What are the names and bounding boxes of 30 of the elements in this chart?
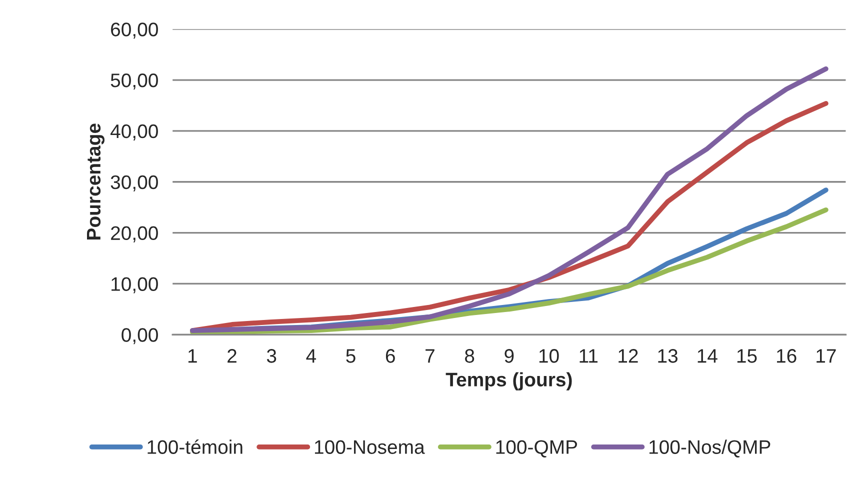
x-tick-label: 11 bbox=[580, 349, 598, 363]
x-tick-label: 1 bbox=[188, 349, 197, 363]
legend-label: 100-témoin bbox=[148, 439, 242, 454]
legend-label: 100-QMP bbox=[496, 440, 578, 458]
x-tick-label: 5 bbox=[346, 349, 356, 363]
y-tick-label: 40,00 bbox=[110, 124, 158, 140]
x-tick-label: 10 bbox=[539, 349, 559, 363]
y-tick-label: 50,00 bbox=[110, 73, 158, 90]
x-tick-label: 4 bbox=[306, 349, 316, 363]
x-tick-label: 14 bbox=[698, 349, 718, 363]
y-axis-title: Pourcentage bbox=[87, 124, 104, 240]
y-tick-label: 20,00 bbox=[111, 226, 158, 242]
x-tick-label: 16 bbox=[777, 349, 796, 363]
x-tick-label: 12 bbox=[618, 349, 638, 363]
legend-label: 100-Nosema bbox=[314, 440, 425, 454]
y-tick-label: 10,00 bbox=[112, 277, 158, 294]
x-tick-label: 9 bbox=[504, 349, 514, 363]
x-axis-title: Temps (jours) bbox=[446, 372, 572, 390]
x-tick-label: 7 bbox=[426, 349, 434, 363]
y-tick-label: 60,00 bbox=[111, 22, 158, 39]
y-tick-label: 0,00 bbox=[122, 328, 158, 344]
x-tick-label: 15 bbox=[737, 349, 757, 363]
x-tick-label: 3 bbox=[266, 349, 276, 363]
y-tick-label: 30,00 bbox=[110, 175, 158, 192]
x-tick-label: 13 bbox=[658, 349, 678, 363]
x-tick-label: 17 bbox=[816, 349, 836, 363]
x-tick-label: 2 bbox=[228, 349, 236, 363]
x-tick-label: 6 bbox=[386, 349, 395, 363]
x-tick-label: 8 bbox=[465, 349, 474, 363]
legend-label: 100-Nos/QMP bbox=[650, 440, 770, 458]
